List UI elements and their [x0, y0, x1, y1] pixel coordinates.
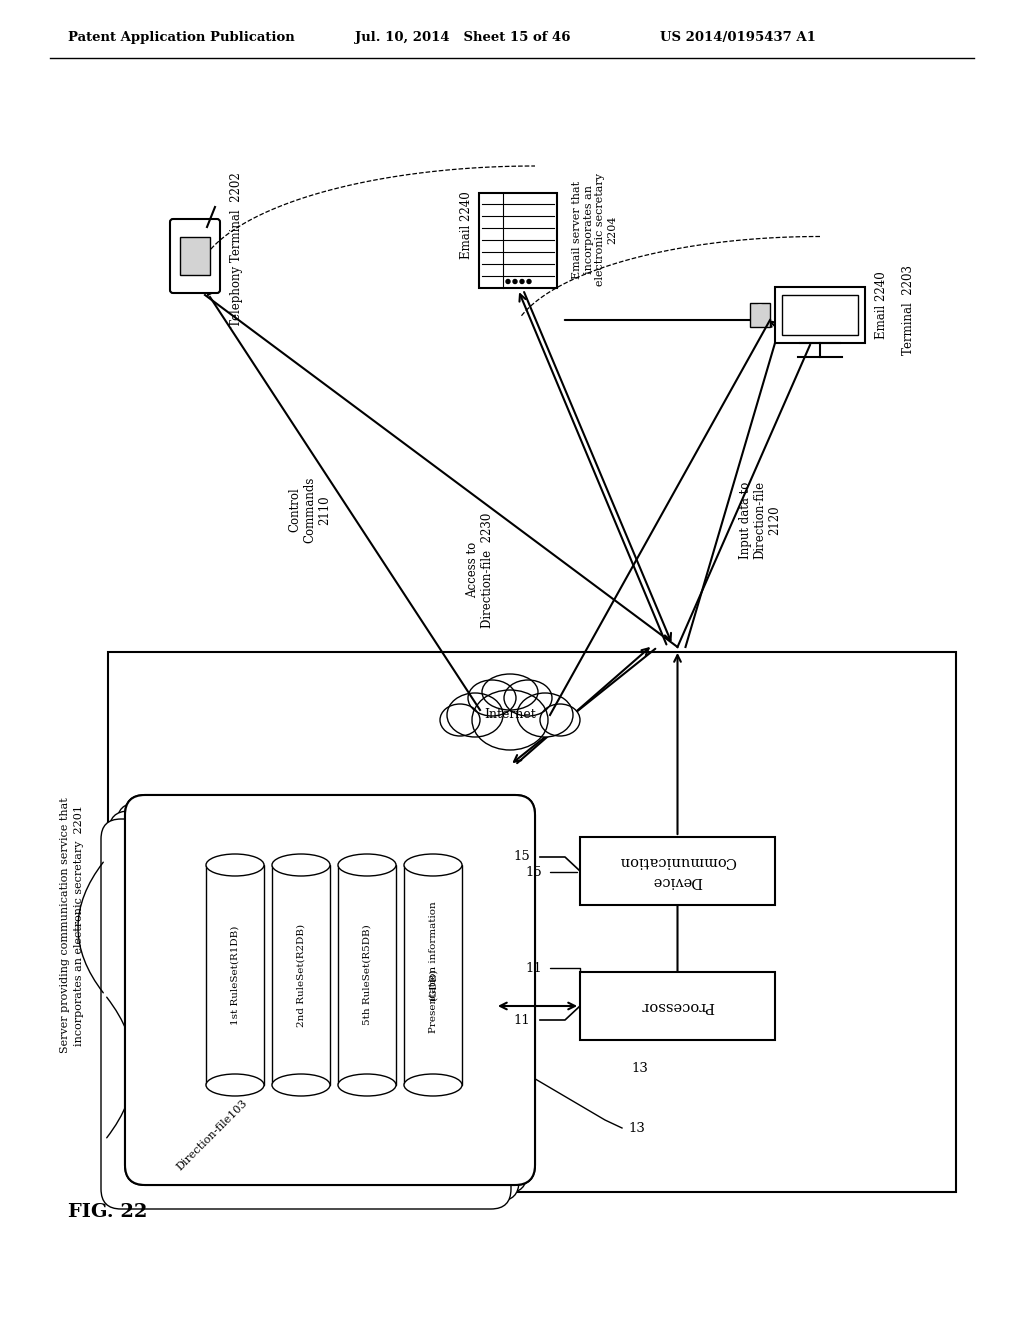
Circle shape	[527, 280, 531, 284]
FancyBboxPatch shape	[109, 810, 519, 1201]
Ellipse shape	[206, 1074, 264, 1096]
Bar	[272, 865, 330, 1085]
Text: 11: 11	[513, 1014, 530, 1027]
FancyBboxPatch shape	[170, 219, 220, 293]
Ellipse shape	[440, 704, 480, 737]
Ellipse shape	[468, 680, 516, 715]
Bar	[580, 972, 775, 1040]
Text: Input data to
Direction-file
2120: Input data to Direction-file 2120	[738, 480, 781, 560]
FancyBboxPatch shape	[101, 818, 511, 1209]
Text: 5th RuleSet(R5DB): 5th RuleSet(R5DB)	[362, 924, 372, 1026]
Text: Telephony Terminal  2202: Telephony Terminal 2202	[230, 173, 243, 327]
Bar	[775, 286, 865, 343]
Ellipse shape	[472, 690, 548, 750]
Bar	[479, 193, 557, 288]
Ellipse shape	[504, 680, 552, 715]
Text: Direction-file103: Direction-file103	[175, 1098, 250, 1172]
Text: 11: 11	[525, 961, 542, 974]
Ellipse shape	[404, 1074, 462, 1096]
Ellipse shape	[272, 1074, 330, 1096]
Text: Control
Commands
2110: Control Commands 2110	[289, 477, 332, 544]
Ellipse shape	[206, 854, 264, 876]
Text: US 2014/0195437 A1: US 2014/0195437 A1	[660, 30, 816, 44]
Ellipse shape	[338, 1074, 396, 1096]
Bar	[206, 865, 264, 1085]
Text: Jul. 10, 2014   Sheet 15 of 46: Jul. 10, 2014 Sheet 15 of 46	[355, 30, 570, 44]
Text: 13: 13	[628, 1122, 645, 1134]
Bar	[180, 238, 210, 275]
Ellipse shape	[482, 675, 538, 710]
Text: Email 2240: Email 2240	[874, 271, 888, 339]
Text: FIG. 22: FIG. 22	[68, 1203, 147, 1221]
Ellipse shape	[517, 693, 573, 737]
Bar	[580, 837, 775, 906]
Bar	[338, 865, 396, 1085]
Ellipse shape	[338, 854, 396, 876]
Text: Terminal  2203: Terminal 2203	[902, 265, 915, 355]
Ellipse shape	[540, 704, 580, 737]
Ellipse shape	[272, 854, 330, 876]
Circle shape	[520, 280, 524, 284]
Bar	[404, 865, 462, 1085]
Text: Device: Device	[652, 874, 702, 888]
Text: Communication: Communication	[618, 854, 736, 869]
Text: Processor: Processor	[641, 999, 715, 1012]
Text: Presentation information: Presentation information	[428, 902, 437, 1032]
Circle shape	[513, 280, 517, 284]
Bar	[782, 294, 858, 335]
Text: Server providing communication service that
incorporates an electronic secretary: Server providing communication service t…	[60, 797, 84, 1053]
Ellipse shape	[404, 854, 462, 876]
Text: 15: 15	[525, 866, 542, 879]
Text: 2nd RuleSet(R2DB): 2nd RuleSet(R2DB)	[297, 924, 305, 1027]
Circle shape	[506, 280, 510, 284]
Text: Patent Application Publication: Patent Application Publication	[68, 30, 295, 44]
Text: (GDB): (GDB)	[428, 969, 437, 1002]
Ellipse shape	[447, 693, 503, 737]
Text: Email server that
incorporates an
electronic secretary
2204: Email server that incorporates an electr…	[572, 173, 616, 286]
Bar	[108, 652, 956, 1192]
Text: 1st RuleSet(R1DB): 1st RuleSet(R1DB)	[230, 925, 240, 1024]
Text: 13: 13	[632, 1061, 648, 1074]
Text: Access to
Direction-file  2230: Access to Direction-file 2230	[466, 512, 494, 628]
FancyBboxPatch shape	[117, 803, 527, 1193]
FancyBboxPatch shape	[125, 795, 535, 1185]
Text: Email 2240: Email 2240	[461, 191, 473, 259]
Bar	[750, 304, 770, 327]
Circle shape	[755, 305, 765, 315]
FancyBboxPatch shape	[125, 795, 535, 1185]
Text: 15: 15	[513, 850, 530, 863]
Text: Internet: Internet	[484, 709, 536, 722]
